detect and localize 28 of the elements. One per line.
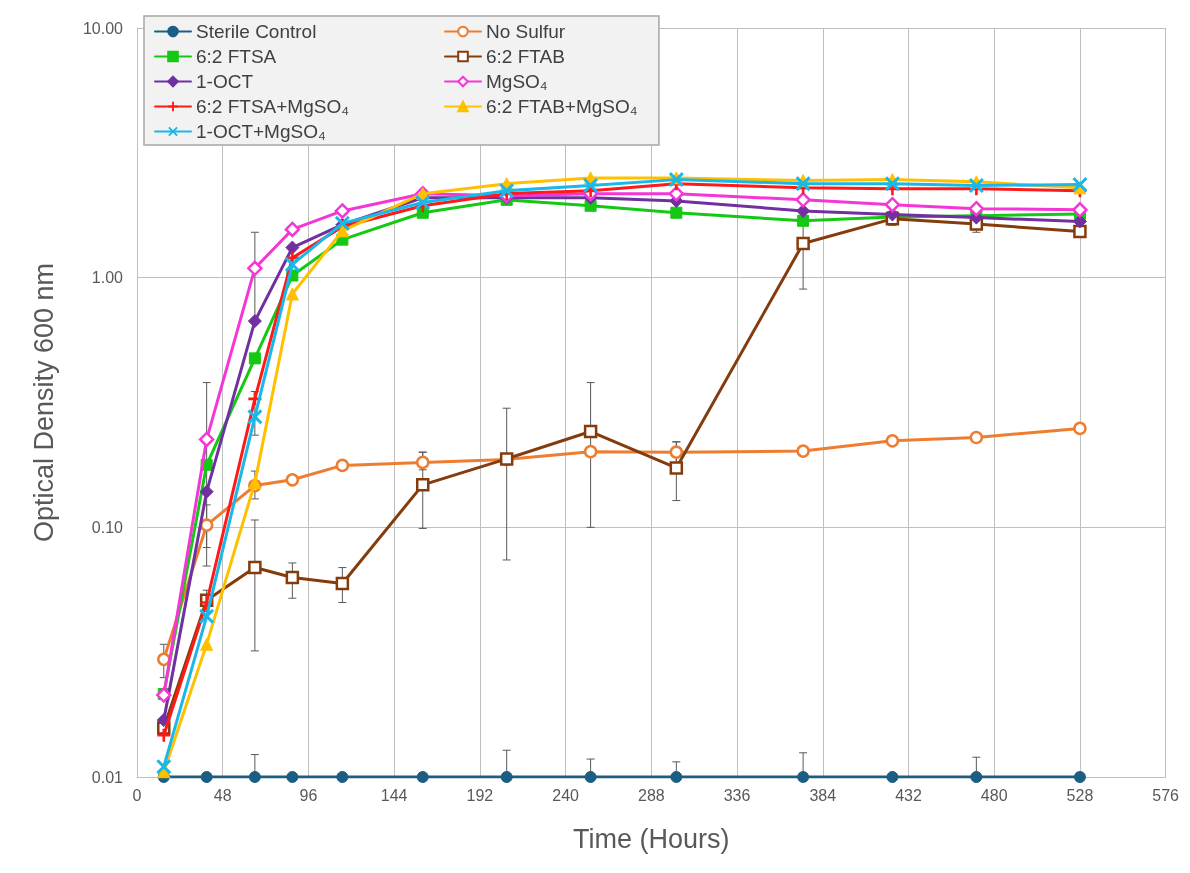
legend-label: 1-OCT [196,71,254,92]
x-tick-label: 240 [552,786,580,804]
legend-label: 1-OCT+MgSO₄ [196,121,326,142]
x-tick-label: 480 [980,786,1008,804]
legend-label: 6:2 FTSA [196,46,277,67]
legend-label: 6:2 FTAB [486,46,565,67]
y-tick-label: 0.10 [91,518,124,536]
x-tick-label: 144 [380,786,408,804]
x-tick-label: 528 [1066,786,1094,804]
x-tick-label: 384 [809,786,837,804]
x-tick-label: 432 [895,786,922,804]
y-tick-label: 0.01 [91,768,124,786]
x-tick-label: 288 [637,786,665,804]
x-tick-label: 0 [132,786,142,804]
x-tick-label: 192 [466,786,494,804]
x-tick-label: 336 [723,786,751,804]
x-tick-label: 576 [1152,786,1180,804]
legend-label: Sterile Control [196,21,317,42]
x-tick-label: 48 [213,786,232,804]
legend-label: 6:2 FTSA+MgSO₄ [196,96,350,117]
legend-label: MgSO₄ [486,71,548,92]
y-tick-label: 10.00 [82,19,124,37]
x-axis-title: Time (Hours) [573,823,730,854]
x-tick-label: 96 [299,786,318,804]
y-axis-title: Optical Density 600 nm [28,262,59,543]
y-tick-label: 1.00 [91,269,124,287]
legend-label: 6:2 FTAB+MgSO₄ [486,96,638,117]
legend-label: No Sulfur [486,21,566,42]
